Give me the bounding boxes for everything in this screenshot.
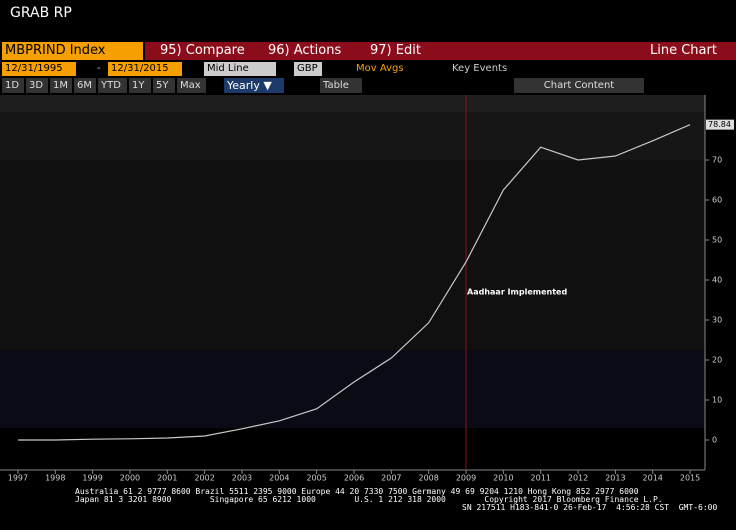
- footer-line: Japan 81 3 3201 8900 Singapore 65 6212 1…: [75, 495, 663, 504]
- menu-bar: [145, 42, 736, 60]
- period-button[interactable]: YTD: [98, 78, 127, 93]
- period-button[interactable]: 1Y: [129, 78, 151, 93]
- x-tick-label: 2013: [605, 474, 625, 483]
- x-tick-label: 1998: [45, 474, 65, 483]
- x-tick-label: 2005: [306, 474, 326, 483]
- currency-select[interactable]: GBP: [294, 62, 322, 76]
- period-button[interactable]: 5Y: [153, 78, 175, 93]
- security-field[interactable]: MBPRIND Index: [2, 42, 143, 60]
- x-tick-label: 2002: [194, 474, 214, 483]
- y-tick-label: 50: [712, 236, 722, 245]
- x-tick-label: 2004: [269, 474, 289, 483]
- y-tick-label: 0: [712, 436, 717, 445]
- y-tick-label: 20: [712, 356, 722, 365]
- actions-menu[interactable]: 96) Actions: [268, 43, 342, 58]
- x-tick-label: 2007: [381, 474, 401, 483]
- end-date[interactable]: 12/31/2015: [108, 62, 182, 76]
- y-tick-label: 10: [712, 396, 722, 405]
- period-button[interactable]: 3D: [26, 78, 48, 93]
- x-tick-label: 2010: [493, 474, 513, 483]
- edit-menu[interactable]: 97) Edit: [370, 43, 421, 58]
- footer-line: Australia 61 2 9777 8600 Brazil 5511 239…: [75, 487, 639, 496]
- y-tick-label: 40: [712, 276, 722, 285]
- line: [17, 124, 691, 441]
- date-dash: -: [97, 63, 101, 74]
- x-tick-label: 1997: [8, 474, 28, 483]
- x-tick-label: 2006: [344, 474, 364, 483]
- y-tick-label: 70: [712, 156, 722, 165]
- table-button[interactable]: Table: [320, 78, 362, 93]
- view-name: Line Chart: [650, 43, 717, 58]
- last-value-box: [706, 119, 734, 130]
- last-value-label: 78.84: [708, 120, 731, 129]
- x-tick-label: 1999: [82, 474, 102, 483]
- band: [0, 112, 705, 160]
- frequency[interactable]: Yearly ▼: [224, 78, 284, 93]
- x-tick-label: 2001: [157, 474, 177, 483]
- x-tick-label: 2009: [456, 474, 476, 483]
- start-date[interactable]: 12/31/1995: [2, 62, 76, 76]
- mov-avgs[interactable]: Mov Avgs: [356, 63, 404, 74]
- period-button[interactable]: 1D: [2, 78, 24, 93]
- x-tick-label: 2014: [643, 474, 663, 483]
- compare-menu[interactable]: 95) Compare: [160, 43, 245, 58]
- period-button[interactable]: Max: [177, 78, 206, 93]
- key-events[interactable]: Key Events: [452, 63, 508, 74]
- period-button[interactable]: 1M: [50, 78, 72, 93]
- x-tick-label: 2008: [418, 474, 438, 483]
- x-tick-label: 2003: [232, 474, 252, 483]
- footer-line: SN 217511 H183-841-0 26-Feb-17 4:56:28 C…: [462, 503, 718, 512]
- y-tick-label: 30: [712, 316, 722, 325]
- x-tick-label: 2011: [531, 474, 551, 483]
- x-tick-label: 2012: [568, 474, 588, 483]
- period-button[interactable]: 6M: [74, 78, 96, 93]
- y-tick-label: 60: [712, 196, 722, 205]
- event-label: Aadhaar Implemented: [467, 288, 567, 297]
- band: [0, 160, 705, 350]
- style-select[interactable]: Mid Line: [204, 62, 276, 76]
- band: [0, 350, 705, 428]
- x-tick-label: 2015: [680, 474, 700, 483]
- title: GRAB RP: [10, 5, 72, 21]
- chart: 0 10 20 30 40 50 60 70 1997 1998 1999 2000 2001 2002 2…: [0, 95, 734, 483]
- x-tick-label: 2000: [120, 474, 140, 483]
- band: [0, 95, 705, 112]
- chart-content[interactable]: Chart Content: [514, 78, 644, 93]
